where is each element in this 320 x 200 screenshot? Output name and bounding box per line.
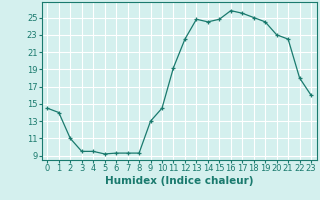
X-axis label: Humidex (Indice chaleur): Humidex (Indice chaleur): [105, 176, 253, 186]
